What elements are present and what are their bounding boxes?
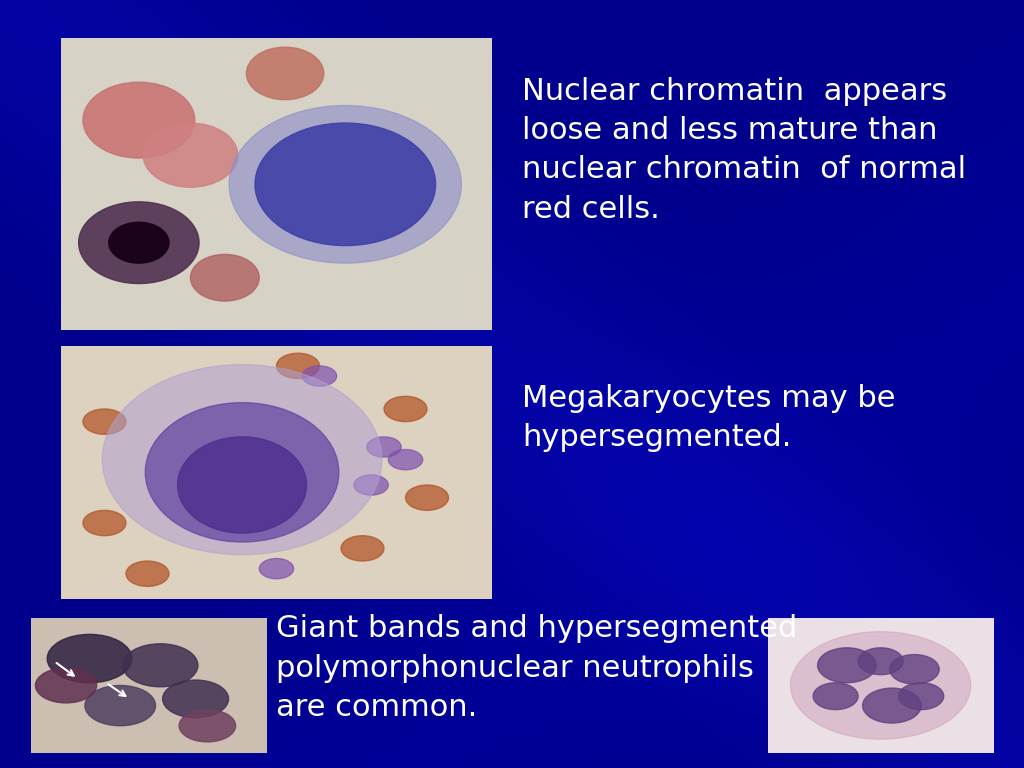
Circle shape [276, 353, 319, 379]
Circle shape [817, 648, 877, 683]
Circle shape [367, 437, 401, 457]
Text: Nuclear chromatin  appears
loose and less mature than
nuclear chromatin  of norm: Nuclear chromatin appears loose and less… [522, 77, 967, 223]
Circle shape [83, 409, 126, 435]
Circle shape [47, 634, 132, 683]
Circle shape [247, 47, 324, 100]
Circle shape [302, 366, 337, 386]
Ellipse shape [102, 365, 382, 554]
Circle shape [813, 683, 858, 710]
Circle shape [384, 396, 427, 422]
Circle shape [190, 254, 259, 301]
Circle shape [143, 123, 238, 187]
Circle shape [126, 561, 169, 587]
Circle shape [83, 82, 195, 158]
Circle shape [109, 222, 169, 263]
Circle shape [229, 105, 462, 263]
Text: Giant bands and hypersegmented
polymorphonuclear neutrophils
are common.: Giant bands and hypersegmented polymorph… [276, 614, 798, 722]
Circle shape [341, 536, 384, 561]
Ellipse shape [145, 402, 339, 542]
Circle shape [858, 648, 903, 675]
Circle shape [79, 202, 199, 283]
Circle shape [354, 475, 388, 495]
Circle shape [255, 123, 435, 246]
Ellipse shape [177, 437, 306, 533]
Circle shape [890, 654, 939, 684]
Circle shape [388, 449, 423, 470]
Circle shape [163, 680, 228, 717]
Circle shape [406, 485, 449, 511]
Circle shape [899, 683, 944, 710]
Circle shape [123, 644, 198, 687]
Circle shape [179, 710, 236, 742]
Circle shape [83, 510, 126, 536]
Circle shape [791, 631, 971, 739]
Circle shape [85, 686, 156, 726]
Circle shape [862, 688, 922, 723]
Circle shape [259, 558, 294, 579]
Circle shape [36, 668, 96, 703]
Text: Megakaryocytes may be
hypersegmented.: Megakaryocytes may be hypersegmented. [522, 384, 896, 452]
